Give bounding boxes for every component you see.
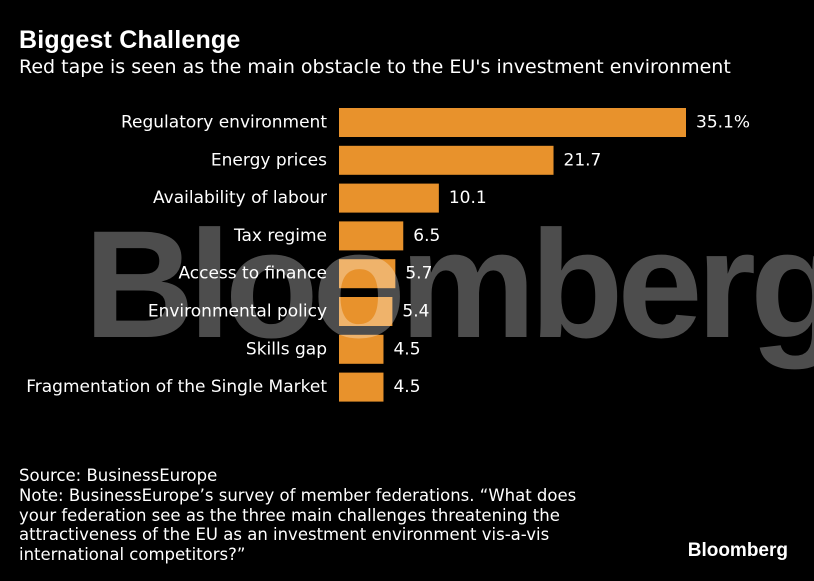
bar [339, 334, 384, 364]
bar [339, 372, 384, 402]
value-label: 35.1% [696, 113, 750, 133]
chart-subtitle: Red tape is seen as the main obstacle to… [19, 56, 731, 78]
bar-chart: Regulatory environment 35.1% Energy prices… [26, 108, 750, 402]
category-label: Fragmentation of the Single Market [26, 377, 327, 397]
category-label: Availability of labour [153, 188, 327, 208]
category-label: Environmental policy [148, 302, 327, 322]
category-label: Tax regime [233, 226, 327, 246]
bar [339, 108, 686, 137]
category-label: Access to finance [178, 264, 327, 284]
bar [339, 221, 404, 251]
brand-logo: Bloomberg [687, 540, 788, 561]
bar [339, 297, 393, 326]
bar [339, 259, 396, 289]
value-label: 6.5 [413, 226, 440, 246]
value-label: 5.4 [402, 302, 429, 322]
value-label: 21.7 [564, 150, 602, 170]
category-label: Skills gap [246, 339, 327, 359]
source-note: Source: BusinessEurope [19, 466, 218, 485]
footnote: Note: BusinessEurope’s survey of member … [19, 486, 577, 564]
bar [339, 145, 554, 175]
bar [339, 183, 439, 213]
category-label: Energy prices [211, 150, 327, 170]
value-label: 4.5 [393, 377, 420, 397]
value-label: 5.7 [405, 264, 432, 284]
category-label: Regulatory environment [121, 113, 327, 133]
chart-title: Biggest Challenge [19, 26, 241, 54]
value-label: 10.1 [449, 188, 487, 208]
value-label: 4.5 [393, 339, 420, 359]
